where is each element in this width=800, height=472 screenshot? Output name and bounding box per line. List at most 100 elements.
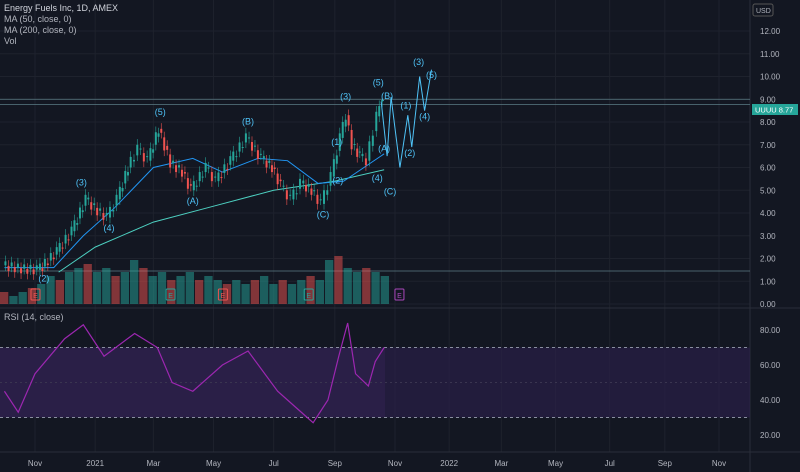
candle [232,151,235,161]
volume-bar [111,276,120,304]
wave-label: (3) [340,91,351,101]
candle [52,257,55,260]
volume-bar [278,280,287,304]
candle [326,190,329,195]
earnings-marker[interactable] [217,288,228,301]
volume-bar [92,272,102,304]
legend-ma50[interactable]: MA (50, close, 0) [4,14,72,24]
candle [67,239,70,241]
candle [152,149,155,153]
candle [87,197,90,200]
candle [166,145,169,150]
volume-bar [371,272,380,304]
ma200-line [58,169,385,273]
earnings-label: E [221,293,226,300]
candle [338,133,341,151]
wave-label: (A) [187,196,199,206]
volume-bar [130,260,139,304]
candle [35,265,38,270]
price-tick-label: 12.00 [760,27,781,36]
volume-bar [46,276,55,304]
volume-bar [55,280,64,304]
candle [38,263,41,270]
candle [169,154,172,168]
price-tick-label: 5.00 [760,186,776,195]
rsi-legend[interactable]: RSI (14, close) [4,312,64,322]
volume-bar [176,276,185,304]
legend-ma200[interactable]: MA (200, close, 0) [4,25,77,35]
last-price-text: UUUU 8.77 [755,106,793,115]
wave-label: (B) [242,116,254,126]
legend-vol[interactable]: Vol [4,36,17,46]
candle [115,194,118,206]
candle [371,135,374,146]
candle [16,263,19,268]
candle [26,268,29,274]
volume-bar [65,272,74,304]
volume-bar [213,280,222,304]
x-tick-label: Mar [146,459,160,468]
volume-bar [74,268,83,304]
candle [7,265,10,272]
candle [238,142,241,152]
candle [160,128,163,133]
candle [276,173,279,185]
wave-label: (2) [332,175,343,185]
volume-bar [306,276,315,304]
candle [270,165,273,173]
candle [244,133,247,143]
candle [46,263,49,266]
earnings-marker[interactable] [30,288,41,301]
candle [251,142,253,151]
candle [93,203,96,206]
candle [279,179,282,182]
volume-bar [27,288,37,304]
candle [329,172,332,186]
volume-bar [269,284,278,304]
x-tick-label: Nov [712,459,726,468]
x-tick-label: May [206,459,221,468]
x-tick-label: Nov [28,459,42,468]
price-tick-label: 0.00 [760,300,776,309]
wave-label: (5) [426,70,437,80]
symbol-title: Energy Fuels Inc, 1D, AMEX [4,3,119,13]
wave-label: (B) [381,91,393,101]
candle [335,155,338,164]
currency-label: USD [756,8,771,15]
earnings-marker[interactable] [303,288,314,301]
earnings-marker[interactable] [165,288,176,301]
wave-label: (5) [373,78,384,88]
wave-label: (C) [384,186,397,196]
candle [108,206,111,218]
volume-bar [315,280,324,304]
candle [61,247,64,249]
candle [204,162,207,173]
candle [23,264,26,269]
volume-bar [195,280,204,304]
candle [84,194,87,206]
candle [313,190,316,192]
volume-bar [9,296,18,304]
volume-bar [334,256,343,304]
wave-label: (2) [404,148,415,158]
candle [259,153,262,155]
candle [70,226,73,236]
candle [99,208,102,211]
wave-label: (3) [413,57,424,67]
candle [319,199,322,201]
volume-bar [287,284,297,304]
candle [121,187,124,192]
volume-bar [120,272,129,304]
candle [81,210,84,213]
candle [163,137,166,151]
earnings-marker[interactable] [394,288,405,301]
earnings-label: E [33,293,38,300]
candle [241,147,244,149]
candle [305,185,307,192]
x-tick-label: 2021 [86,459,104,468]
price-tick-label: 4.00 [760,209,776,218]
wave-label: (4) [419,112,430,122]
candle [375,111,378,132]
